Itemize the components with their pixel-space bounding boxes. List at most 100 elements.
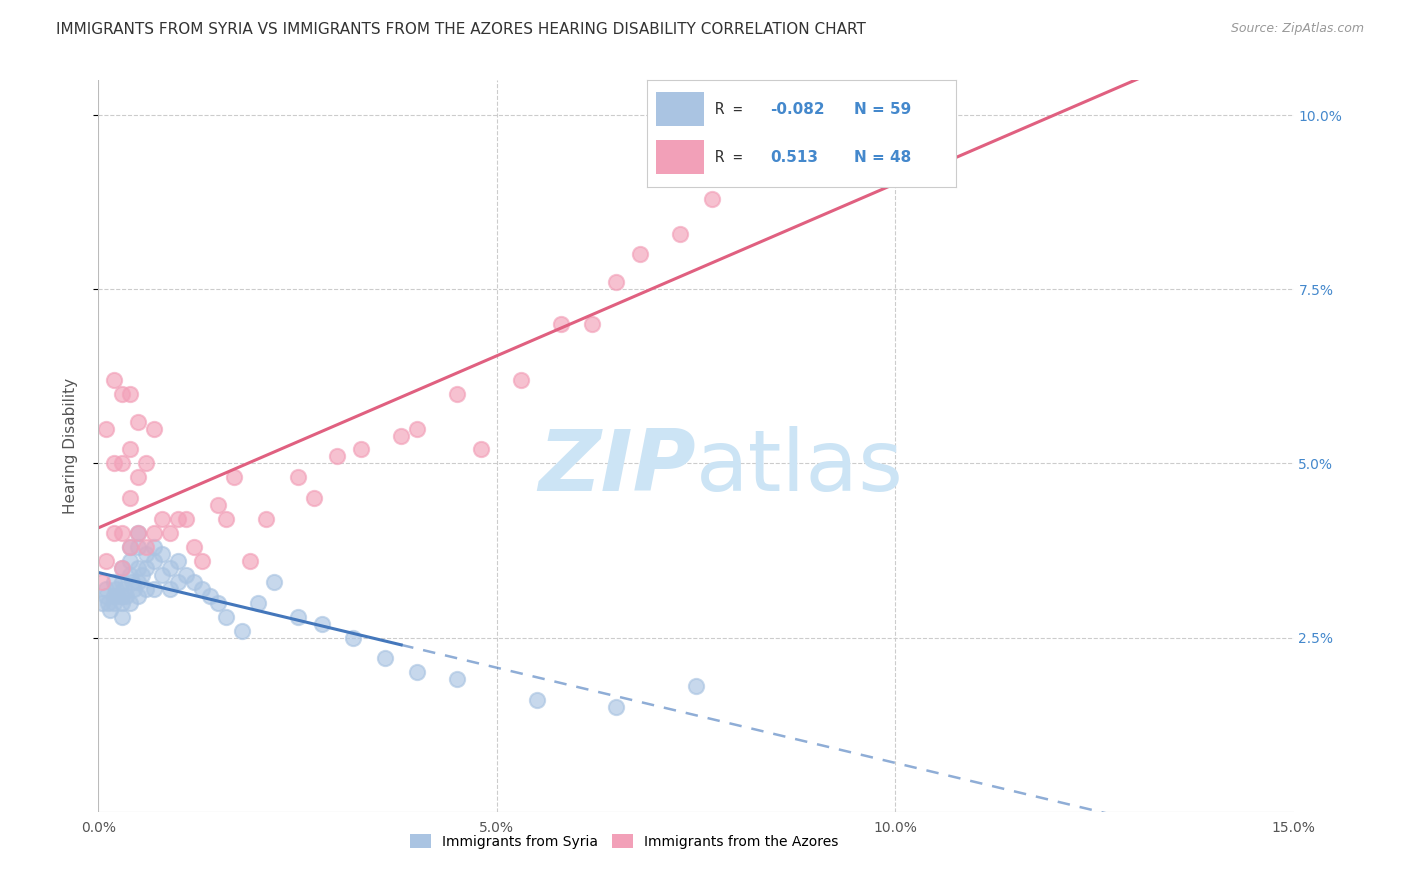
- Point: [350, 442, 373, 457]
- Point: [167, 512, 190, 526]
- Point: [127, 540, 149, 554]
- Point: [254, 512, 277, 526]
- Point: [143, 526, 166, 541]
- Point: [150, 567, 173, 582]
- Text: R =: R =: [714, 150, 751, 165]
- Legend: Immigrants from Syria, Immigrants from the Azores: Immigrants from Syria, Immigrants from t…: [404, 827, 845, 856]
- Point: [159, 526, 181, 541]
- Point: [111, 386, 134, 401]
- Point: [143, 554, 166, 568]
- Point: [446, 673, 468, 687]
- Point: [159, 561, 181, 575]
- Point: [103, 526, 125, 541]
- Point: [509, 373, 531, 387]
- Point: [127, 526, 149, 541]
- Point: [605, 275, 627, 289]
- Point: [183, 574, 205, 589]
- Point: [127, 589, 149, 603]
- Point: [287, 609, 309, 624]
- Point: [239, 554, 262, 568]
- Point: [96, 589, 118, 603]
- Point: [215, 512, 238, 526]
- Point: [685, 679, 707, 693]
- Point: [150, 512, 173, 526]
- Text: -0.082: -0.082: [770, 102, 825, 117]
- Point: [120, 554, 142, 568]
- Text: IMMIGRANTS FROM SYRIA VS IMMIGRANTS FROM THE AZORES HEARING DISABILITY CORRELATI: IMMIGRANTS FROM SYRIA VS IMMIGRANTS FROM…: [56, 22, 866, 37]
- Point: [526, 693, 548, 707]
- Point: [374, 651, 396, 665]
- Point: [287, 470, 309, 484]
- Point: [103, 574, 125, 589]
- Point: [263, 574, 285, 589]
- Point: [111, 589, 134, 603]
- Point: [215, 609, 238, 624]
- Point: [135, 540, 157, 554]
- Point: [207, 596, 229, 610]
- Text: N = 48: N = 48: [853, 150, 911, 165]
- Point: [406, 421, 429, 435]
- Point: [581, 317, 603, 331]
- FancyBboxPatch shape: [657, 92, 703, 127]
- Text: ZIP: ZIP: [538, 426, 696, 509]
- Point: [91, 596, 114, 610]
- Point: [111, 561, 134, 575]
- Point: [135, 561, 157, 575]
- Point: [389, 428, 412, 442]
- Point: [120, 540, 142, 554]
- Point: [700, 192, 723, 206]
- Point: [111, 596, 134, 610]
- Point: [96, 554, 118, 568]
- Point: [112, 582, 135, 596]
- Point: [120, 596, 142, 610]
- Point: [246, 596, 269, 610]
- Point: [191, 554, 214, 568]
- Point: [174, 567, 197, 582]
- Point: [120, 442, 142, 457]
- Y-axis label: Hearing Disability: Hearing Disability: [63, 378, 77, 514]
- Point: [183, 540, 205, 554]
- Point: [302, 491, 325, 506]
- Point: [97, 596, 120, 610]
- Text: N = 59: N = 59: [853, 102, 911, 117]
- Point: [111, 457, 134, 471]
- Point: [741, 143, 763, 157]
- Point: [127, 574, 149, 589]
- Point: [115, 589, 138, 603]
- Point: [96, 421, 118, 435]
- Point: [326, 450, 349, 464]
- Point: [470, 442, 492, 457]
- Point: [135, 582, 157, 596]
- Point: [127, 470, 149, 484]
- Point: [120, 567, 142, 582]
- Point: [103, 373, 125, 387]
- Point: [191, 582, 214, 596]
- Text: Source: ZipAtlas.com: Source: ZipAtlas.com: [1230, 22, 1364, 36]
- Point: [159, 582, 181, 596]
- Point: [605, 700, 627, 714]
- Point: [143, 421, 166, 435]
- Point: [103, 457, 125, 471]
- Point: [446, 386, 468, 401]
- Point: [669, 227, 692, 241]
- Text: R =: R =: [714, 102, 751, 117]
- Point: [127, 561, 149, 575]
- Point: [120, 386, 142, 401]
- Point: [342, 631, 364, 645]
- Point: [131, 567, 153, 582]
- Point: [143, 540, 166, 554]
- Point: [628, 247, 651, 261]
- Point: [311, 616, 333, 631]
- Point: [231, 624, 253, 638]
- Point: [150, 547, 173, 561]
- FancyBboxPatch shape: [657, 140, 703, 175]
- Point: [103, 589, 125, 603]
- Point: [104, 582, 127, 596]
- Point: [222, 470, 245, 484]
- Point: [207, 498, 229, 512]
- Point: [550, 317, 572, 331]
- Point: [120, 540, 142, 554]
- Point: [111, 609, 134, 624]
- Point: [111, 526, 134, 541]
- Point: [111, 561, 134, 575]
